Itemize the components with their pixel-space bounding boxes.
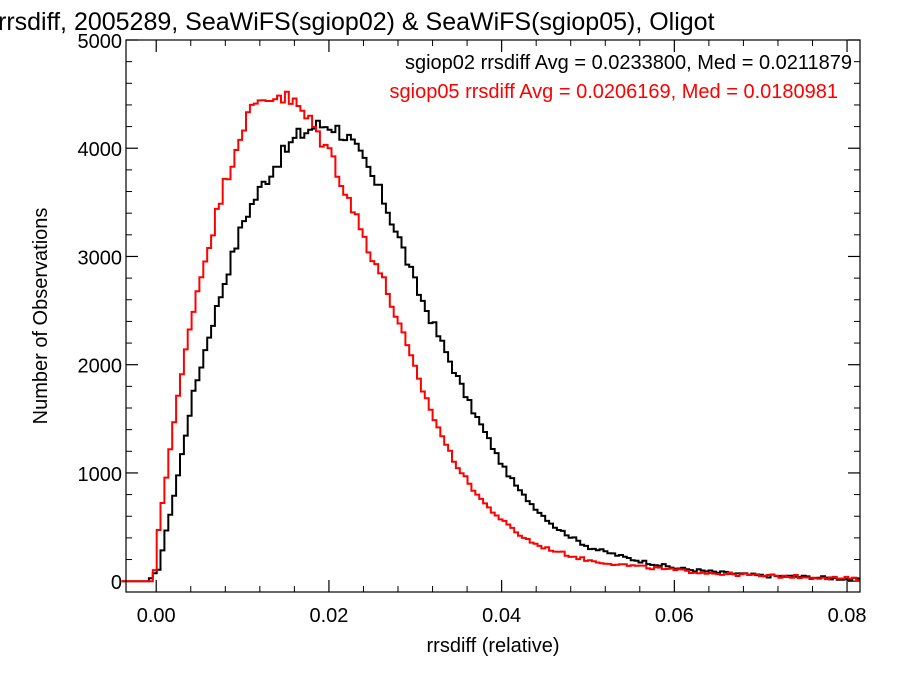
y-axis-label: Number of Observations bbox=[30, 208, 52, 425]
x-tick-label: 0.08 bbox=[828, 605, 867, 627]
x-tick-label: 0.06 bbox=[655, 605, 694, 627]
series-layer bbox=[121, 90, 860, 583]
x-tick-label: 0.00 bbox=[137, 605, 176, 627]
x-axis-label: rrsdiff (relative) bbox=[427, 635, 560, 657]
y-tick-label: 0 bbox=[111, 572, 122, 594]
legend-entry-sgiop05: sgiop05 rrsdiff Avg = 0.0206169, Med = 0… bbox=[390, 81, 839, 103]
tick-labels: 0.00 0.02 0.04 0.06 0.08 0 1000 2000 3000 4000 500… bbox=[78, 31, 867, 627]
histogram-series-2 bbox=[121, 90, 860, 583]
chart-title: rrsdiff, 2005289, SeaWiFS(sgiop02) & Sea… bbox=[0, 8, 715, 36]
legend-entry-sgiop02: sgiop02 rrsdiff Avg = 0.0233800, Med = 0… bbox=[405, 52, 852, 74]
y-tick-label: 5000 bbox=[78, 31, 123, 53]
x-tick-label: 0.04 bbox=[482, 605, 521, 627]
y-tick-label: 4000 bbox=[78, 139, 123, 161]
plot-frame bbox=[125, 39, 861, 593]
histogram-series-1 bbox=[121, 119, 860, 583]
x-tick-label: 0.02 bbox=[309, 605, 348, 627]
y-tick-label: 3000 bbox=[78, 247, 123, 269]
y-tick-label: 2000 bbox=[78, 356, 123, 378]
y-tick-label: 1000 bbox=[78, 464, 123, 486]
axis-ticks bbox=[126, 39, 860, 592]
